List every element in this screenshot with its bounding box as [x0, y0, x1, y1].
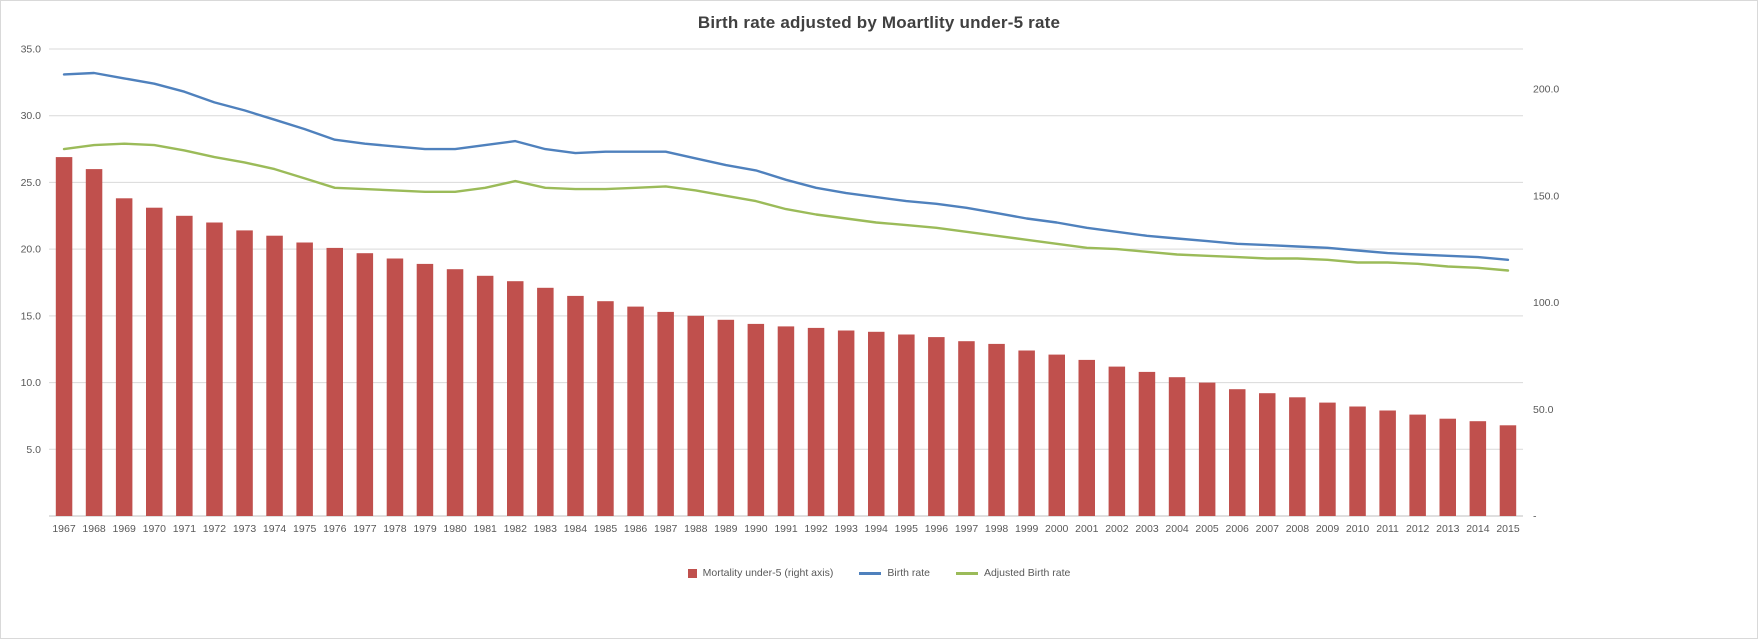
svg-text:1970: 1970 [143, 523, 167, 535]
svg-text:2011: 2011 [1376, 523, 1399, 535]
svg-text:1984: 1984 [564, 523, 588, 535]
svg-text:1992: 1992 [804, 523, 828, 535]
svg-text:1968: 1968 [82, 523, 106, 535]
svg-text:1988: 1988 [684, 523, 708, 535]
svg-text:1976: 1976 [323, 523, 347, 535]
svg-text:2000: 2000 [1045, 523, 1069, 535]
legend-marker-mortality-swatch [687, 568, 697, 578]
svg-text:5.0: 5.0 [26, 444, 41, 456]
chart-title: Birth rate adjusted by Moartlity under-5… [697, 13, 1061, 32]
svg-text:1996: 1996 [925, 523, 949, 535]
legend-label-birth-rate: Birth rate [887, 567, 930, 579]
svg-text:25.0: 25.0 [21, 177, 42, 189]
svg-text:1997: 1997 [955, 523, 979, 535]
svg-text:1967: 1967 [52, 523, 76, 535]
legend-item-adjusted-birth-rate: Adjusted Birth rate [955, 567, 1071, 579]
svg-text:15.0: 15.0 [21, 310, 42, 322]
svg-text:1981: 1981 [474, 523, 498, 535]
svg-text:1987: 1987 [654, 523, 678, 535]
legend-item-birth-rate: Birth rate [859, 567, 930, 579]
svg-text:1989: 1989 [714, 523, 738, 535]
svg-text:1986: 1986 [624, 523, 648, 535]
legend-label-mortality: Mortality under-5 (right axis) [702, 567, 834, 579]
svg-text:2002: 2002 [1105, 523, 1129, 535]
svg-text:1971: 1971 [173, 523, 197, 535]
svg-text:1983: 1983 [534, 523, 558, 535]
svg-text:2008: 2008 [1286, 523, 1310, 535]
svg-text:2014: 2014 [1466, 523, 1490, 535]
svg-text:1982: 1982 [504, 523, 528, 535]
svg-text:1972: 1972 [203, 523, 227, 535]
svg-text:2003: 2003 [1135, 523, 1159, 535]
legend-marker-birth-rate-line [859, 571, 882, 575]
svg-text:1980: 1980 [443, 523, 467, 535]
svg-text:1999: 1999 [1015, 523, 1039, 535]
svg-text:1969: 1969 [113, 523, 137, 535]
svg-text:35.0: 35.0 [21, 44, 42, 56]
svg-text:1974: 1974 [263, 523, 287, 535]
svg-text:2009: 2009 [1316, 523, 1340, 535]
legend-label-adjusted-birth-rate: Adjusted Birth rate [983, 567, 1071, 579]
svg-text:2006: 2006 [1226, 523, 1250, 535]
svg-text:2013: 2013 [1436, 523, 1460, 535]
svg-text:1975: 1975 [293, 523, 317, 535]
svg-text:1991: 1991 [774, 523, 798, 535]
svg-text:1995: 1995 [895, 523, 919, 535]
svg-text:2012: 2012 [1406, 523, 1430, 535]
svg-text:1993: 1993 [835, 523, 859, 535]
svg-text:2001: 2001 [1075, 523, 1099, 535]
chart-legend: Mortality under-5 (right axis) Birth rat… [1, 567, 1757, 579]
svg-text:2004: 2004 [1165, 523, 1189, 535]
svg-text:10.0: 10.0 [21, 377, 42, 389]
svg-text:1979: 1979 [413, 523, 437, 535]
legend-marker-adjusted-birth-rate-line [955, 571, 978, 575]
svg-text:1990: 1990 [744, 523, 768, 535]
svg-text:1973: 1973 [233, 523, 257, 535]
svg-text:-: - [1533, 511, 1537, 523]
svg-text:150.0: 150.0 [1533, 190, 1559, 202]
svg-text:2015: 2015 [1496, 523, 1520, 535]
svg-text:2007: 2007 [1256, 523, 1280, 535]
svg-text:1994: 1994 [865, 523, 889, 535]
svg-text:2010: 2010 [1346, 523, 1370, 535]
svg-text:1977: 1977 [353, 523, 377, 535]
svg-text:30.0: 30.0 [21, 110, 42, 122]
svg-text:200.0: 200.0 [1533, 84, 1559, 96]
svg-text:2005: 2005 [1195, 523, 1219, 535]
svg-text:1998: 1998 [985, 523, 1009, 535]
svg-text:100.0: 100.0 [1533, 297, 1559, 309]
svg-text:20.0: 20.0 [21, 244, 42, 256]
svg-text:1978: 1978 [383, 523, 407, 535]
svg-text:1985: 1985 [594, 523, 618, 535]
svg-text:50.0: 50.0 [1533, 404, 1554, 416]
legend-item-mortality: Mortality under-5 (right axis) [687, 567, 834, 579]
